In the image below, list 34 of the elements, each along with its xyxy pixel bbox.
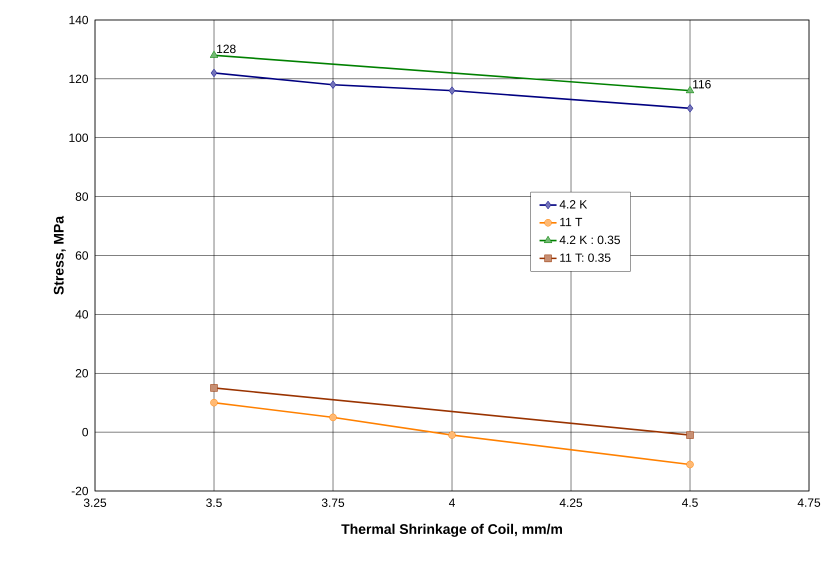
point <box>448 86 456 95</box>
x-tick-label: 3.5 <box>206 498 222 507</box>
point <box>448 431 456 439</box>
y-tick-label: 100 <box>69 134 88 142</box>
y-tick-label: -20 <box>72 486 88 496</box>
point <box>210 384 218 392</box>
y-tick-label: 60 <box>76 251 88 260</box>
legend-label: 4.2 K <box>560 200 588 208</box>
point <box>210 398 218 406</box>
x-tick-label: 4.25 <box>560 498 582 507</box>
point <box>686 431 694 439</box>
y-axis-title: Stress, MPa <box>54 216 66 295</box>
y-tick-label: 20 <box>76 369 88 378</box>
y-tick-label: 140 <box>69 16 88 24</box>
legend-label: 4.2 K : 0.35 <box>560 236 620 244</box>
point <box>210 68 218 78</box>
x-tick-label: 4 <box>448 498 455 507</box>
y-tick-label: 120 <box>69 74 88 84</box>
x-axis-title: Thermal Shrinkage of Coil, mm/m <box>341 524 562 537</box>
y-tick-label: 40 <box>75 310 88 319</box>
legend-label: 11 T <box>560 218 582 226</box>
x-tick-label: 3.25 <box>84 498 106 507</box>
x-tick-label: 3.75 <box>322 498 344 507</box>
y-tick-label: 0 <box>82 428 88 436</box>
point <box>686 460 694 468</box>
data-label: 128 <box>217 44 236 54</box>
x-tick-label: 4.5 <box>682 498 698 507</box>
data-label: 116 <box>693 80 711 88</box>
point <box>330 80 336 89</box>
legend-label: 11 T: 0.35 <box>560 253 610 262</box>
point <box>329 414 337 422</box>
point <box>686 104 694 113</box>
x-tick-label: 4.75 <box>798 498 820 507</box>
y-tick-label: 80 <box>76 192 88 201</box>
